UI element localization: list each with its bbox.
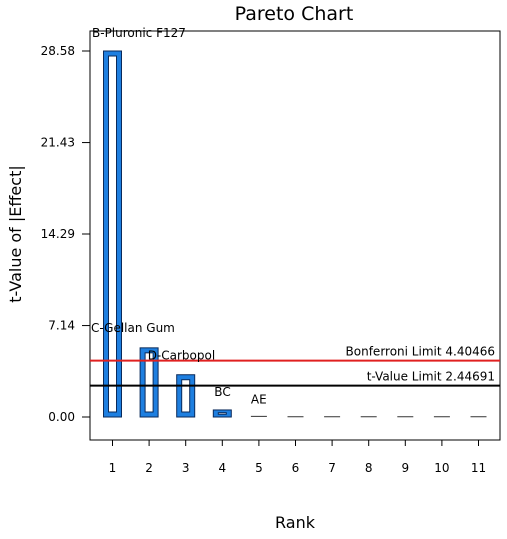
- bar-label-5: AE: [251, 392, 267, 406]
- bar-inner: [108, 55, 117, 413]
- x-axis-label: Rank: [275, 513, 316, 532]
- bar-inner: [144, 352, 154, 413]
- bar-label-4: BC: [214, 385, 230, 399]
- x-tick-label: 11: [471, 461, 486, 475]
- x-tick-label: 10: [434, 461, 449, 475]
- bar-label-1: B-Pluronic F127: [92, 26, 186, 40]
- x-tick-label: 3: [182, 461, 190, 475]
- x-tick-label: 5: [255, 461, 263, 475]
- bar-rank-1: [103, 50, 122, 418]
- bar-label-3: D-Carbopol: [148, 349, 216, 363]
- x-tick-label: 2: [145, 461, 153, 475]
- y-tick-label: 7.14: [48, 319, 75, 333]
- labels-layer: B-Pluronic F127 C-Gellan Gum D-Carbopol BC A…: [91, 26, 267, 406]
- x-tick-label: 7: [328, 461, 336, 475]
- y-tick-label: 14.29: [41, 227, 75, 241]
- y-tick-label: 21.43: [41, 136, 75, 150]
- x-tick-label: 6: [292, 461, 300, 475]
- bar-label-2: C-Gellan Gum: [91, 321, 175, 335]
- bar-inner: [217, 412, 227, 415]
- x-tick-label: 4: [218, 461, 226, 475]
- bar-inner: [181, 379, 191, 413]
- chart-title: Pareto Chart: [235, 3, 354, 25]
- bonferroni-limit-label: Bonferroni Limit 4.40466: [346, 345, 495, 359]
- y-tick-label: 28.58: [41, 44, 75, 58]
- x-tick-label: 9: [401, 461, 409, 475]
- bar-rank-2: [139, 347, 159, 418]
- bar-rank-4: [212, 409, 232, 418]
- t-value-limit-label: t-Value Limit 2.44691: [367, 370, 495, 384]
- x-tick-label: 1: [109, 461, 117, 475]
- x-axis: 1 2 3 4 5 6 7 8 9 10 11: [109, 440, 486, 475]
- y-tick-label: 0.00: [48, 410, 75, 424]
- x-tick-label: 8: [365, 461, 373, 475]
- limits-layer: Bonferroni Limit 4.40466 t-Value Limit 2.…: [90, 345, 500, 387]
- bar-rank-3: [176, 374, 196, 418]
- y-axis-label: t-Value of |Effect|: [6, 165, 25, 302]
- y-axis: 0.00 7.14 14.29 21.43 28.58: [41, 44, 90, 424]
